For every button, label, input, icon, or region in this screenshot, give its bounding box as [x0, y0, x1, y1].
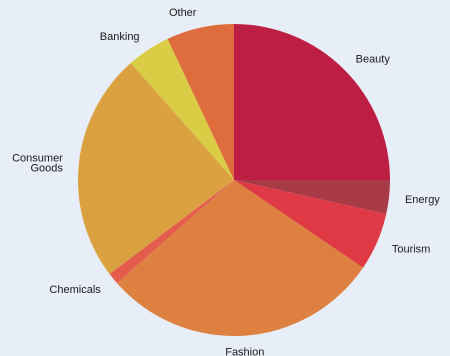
pie-slice-consumer-goods[interactable] — [77, 62, 234, 275]
slice-label-energy: Energy — [405, 194, 440, 206]
pie-slice-banking[interactable] — [130, 38, 234, 180]
pie-slice-beauty[interactable] — [234, 24, 390, 180]
slice-label-fashion: Fashion — [225, 347, 264, 356]
pie-slice-fashion[interactable] — [116, 180, 364, 336]
slice-label-tourism: Tourism — [392, 243, 431, 255]
slice-label-beauty: Beauty — [356, 53, 391, 65]
slice-label-consumer-goods: Consumer Goods — [12, 153, 63, 175]
pie-slice-other[interactable] — [167, 24, 234, 180]
pie-slices — [77, 24, 390, 336]
slice-label-banking: Banking — [100, 31, 140, 43]
pie-slice-chemicals[interactable] — [109, 180, 234, 284]
slice-labels: Beauty Energy Tourism Fashion Chemicals Consu… — [12, 7, 440, 356]
pie-slice-tourism[interactable] — [234, 180, 387, 268]
pie-slice-energy[interactable] — [234, 180, 390, 215]
slice-label-other: Other — [169, 7, 197, 19]
slice-label-chemicals: Chemicals — [49, 284, 101, 296]
